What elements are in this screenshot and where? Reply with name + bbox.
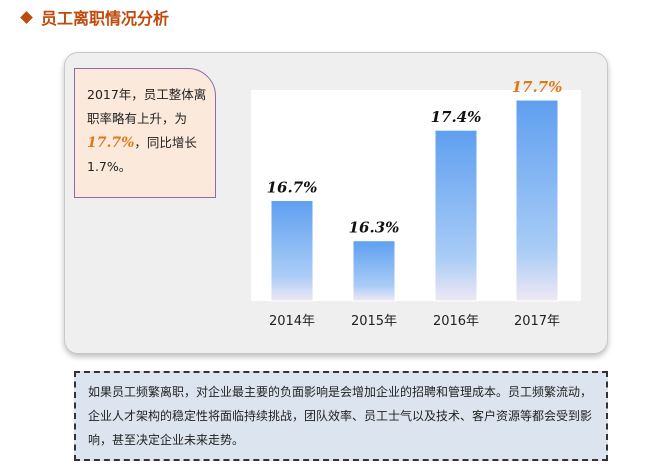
data-label-0: 16.7%	[267, 179, 318, 197]
bar-2	[434, 129, 478, 302]
summary-callout: 2017年，员工整体离职率略有上升，为 17.7%，同比增长1.7%。	[74, 68, 216, 198]
category-label-1: 2015年	[351, 314, 397, 329]
callout-text-end: ，同比增长1.7%。	[87, 135, 197, 174]
callout-highlight-value: 17.7%	[87, 135, 135, 151]
bar-0	[270, 200, 314, 302]
section-title: 员工离职情况分析	[18, 6, 169, 28]
callout-text-start: 2017年，员工整体离职率略有上升，为	[87, 87, 207, 126]
category-label-0: 2014年	[269, 314, 315, 329]
data-label-2: 17.4%	[431, 108, 482, 126]
bar-3	[515, 99, 559, 302]
category-label-3: 2017年	[514, 314, 560, 329]
page-title: 员工离职情况分析	[41, 9, 170, 28]
explanation-note: 如果员工频繁离职，对企业最主要的负面影响是会增加企业的招聘和管理成本。员工频繁流…	[74, 371, 608, 461]
category-label-2: 2016年	[433, 314, 479, 329]
data-label-3: 17.7%	[512, 78, 563, 96]
data-label-1: 16.3%	[349, 219, 400, 237]
bar-1	[352, 240, 396, 302]
note-text: 如果员工频繁离职，对企业最主要的负面影响是会增加企业的招聘和管理成本。员工频繁流…	[88, 385, 593, 447]
